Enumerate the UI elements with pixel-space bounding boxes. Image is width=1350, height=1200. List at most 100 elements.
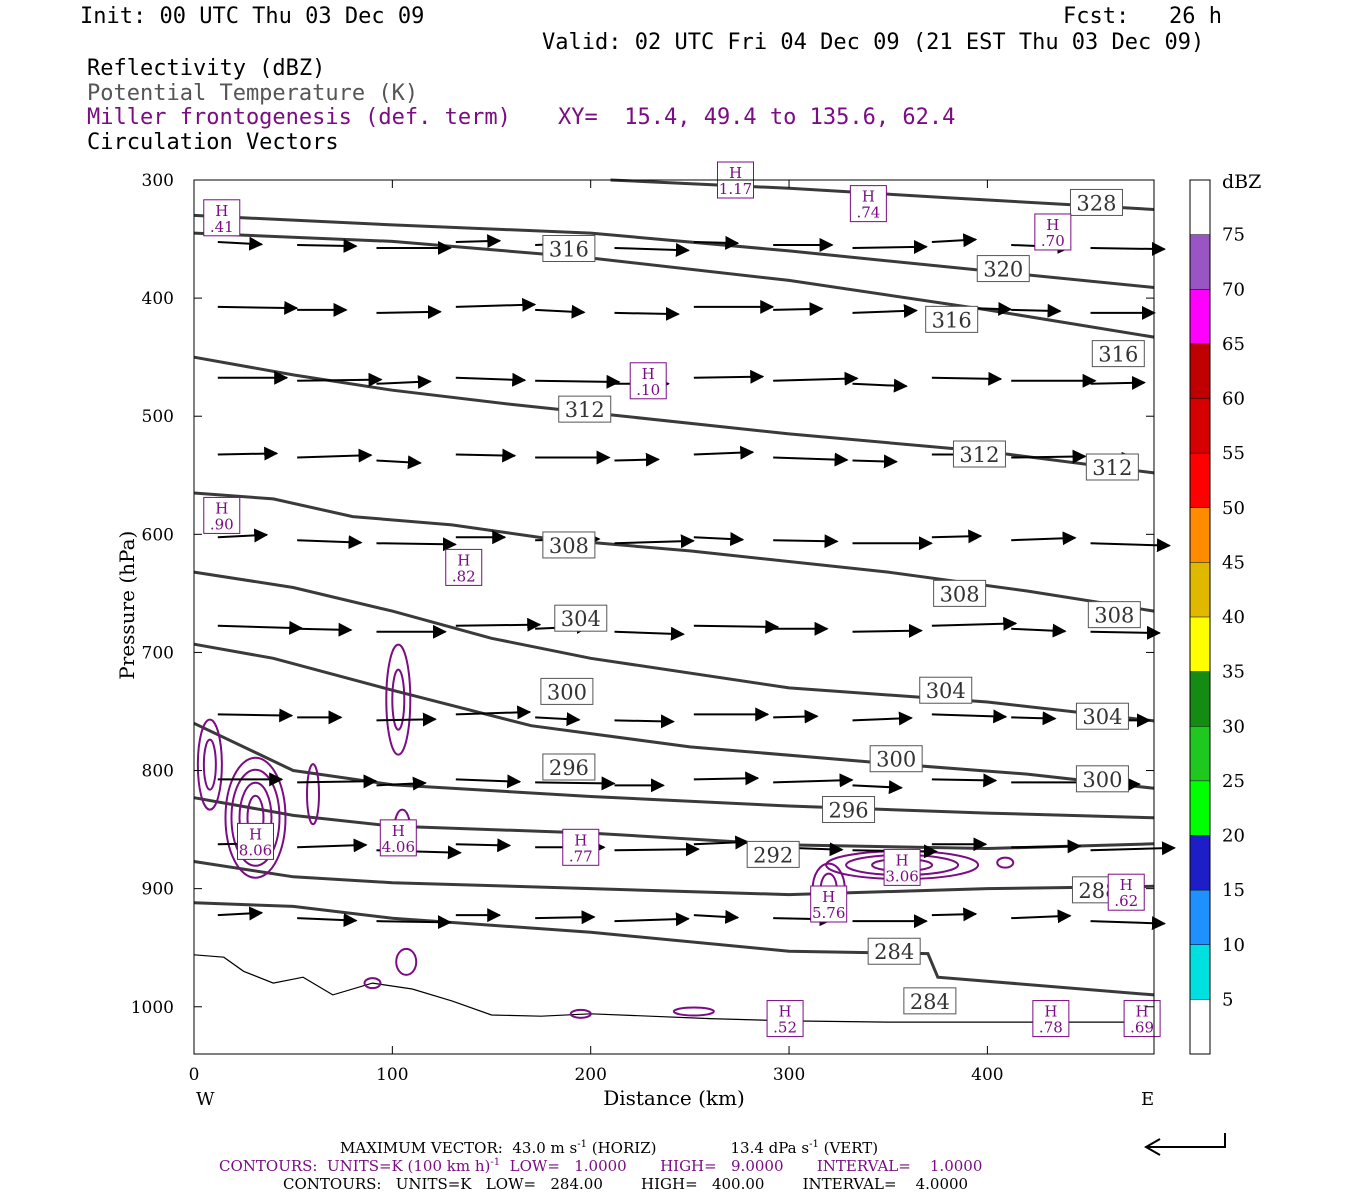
circulation-vector <box>1011 909 1072 924</box>
field-frontogenesis: Miller frontogenesis (def. term) <box>87 105 511 130</box>
east-label: E <box>1141 1089 1154 1110</box>
maximum-box <box>236 822 274 860</box>
max-vector-line: MAXIMUM VECTOR: 43.0 m s-1 (HORIZ) 13.4 d… <box>340 1139 879 1157</box>
circulation-vector <box>455 297 537 312</box>
init-time: Init: 00 UTC Thu 03 Dec 09 <box>80 4 425 29</box>
isentrope-292 <box>193 796 1155 851</box>
forecast-hour: Fcst: 26 h <box>1063 4 1222 29</box>
y-tick-label: 800 <box>142 762 174 782</box>
circulation-vector <box>931 773 998 788</box>
isentrope-label-box <box>1091 340 1145 368</box>
isentrope-label-text: 296 <box>828 799 868 823</box>
isentrope-label: 300 <box>1075 765 1129 793</box>
circulation-vector <box>1011 303 1062 318</box>
x-axis-label: Distance (km) <box>603 1086 745 1110</box>
isentrope-label-text: 296 <box>549 756 589 780</box>
circulation-vector <box>217 528 269 543</box>
y-tick-label: 600 <box>142 525 174 545</box>
circulation-vector <box>931 616 1018 631</box>
x-tick-label: 0 <box>189 1065 200 1085</box>
west-label: W <box>196 1089 215 1110</box>
circulation-vector <box>376 712 437 727</box>
isentrope-296 <box>193 721 1155 820</box>
maximum-label: H <box>457 551 470 569</box>
isentrope-label: 316 <box>1091 340 1145 368</box>
isentrope-label-text: 320 <box>983 258 1023 282</box>
maximum-box <box>1034 213 1072 251</box>
theta-contours-line: CONTOURS: UNITS=K LOW= 284.00 HIGH= 400.… <box>283 1175 969 1193</box>
circulation-vector <box>693 771 760 786</box>
maximum-box <box>810 885 848 923</box>
maximum-value: .90 <box>210 515 234 533</box>
frontogenesis-maximum: H.82 <box>445 548 483 586</box>
isentrope-label-box <box>1069 188 1123 216</box>
maximum-label: H <box>215 499 228 517</box>
isentrope-label: 284 <box>903 987 957 1015</box>
maximum-label: H <box>779 1003 792 1021</box>
colorbar-tick-label: 15 <box>1222 880 1245 901</box>
fronto-contours-line: CONTOURS: UNITS=K (100 km h)-1 LOW= 1.00… <box>219 1157 983 1175</box>
isentrope-label: 304 <box>554 604 608 632</box>
maximum-value: .70 <box>1041 232 1065 250</box>
colorbar-tick-label: 60 <box>1222 389 1245 410</box>
isentrope-label: 308 <box>542 531 596 559</box>
maximum-value: .10 <box>636 381 660 399</box>
colorbar-tick-label: 70 <box>1222 279 1245 300</box>
isentrope-label-box <box>1087 601 1141 629</box>
frontogenesis-maximum: H.78 <box>1032 1000 1070 1038</box>
circulation-vector <box>1011 531 1077 546</box>
circulation-vector <box>614 534 695 549</box>
maximum-value: 3.06 <box>885 867 918 885</box>
maximum-value: 8.06 <box>239 841 272 859</box>
circulation-vector <box>614 714 675 729</box>
circulation-vector <box>376 915 452 930</box>
maximum-box <box>203 496 241 534</box>
maximum-value: 5.76 <box>812 904 845 922</box>
circulation-vector <box>1011 449 1087 464</box>
x-tick-label: 200 <box>574 1065 606 1085</box>
isentrope-label-text: 316 <box>932 308 972 332</box>
maximum-label: H <box>896 851 909 869</box>
colorbar-segment <box>1190 999 1210 1054</box>
colorbar-tick-label: 25 <box>1222 771 1245 792</box>
isentrope-label-box <box>976 255 1030 283</box>
circulation-vector <box>614 452 660 467</box>
circulation-vector <box>852 239 928 254</box>
frontogenesis-maximum: H8.06 <box>236 822 274 860</box>
maximum-label: H <box>729 164 742 182</box>
circulation-vector <box>773 452 849 467</box>
circulation-vector <box>1011 711 1057 726</box>
circulation-vector <box>297 913 358 928</box>
circulation-vector <box>217 300 299 315</box>
field-circulation-vectors: Circulation Vectors <box>87 130 339 155</box>
circulation-vector <box>773 534 839 549</box>
y-tick-label: 700 <box>142 643 174 663</box>
circulation-vector <box>1011 839 1082 854</box>
x-tick-label: 100 <box>376 1065 408 1085</box>
y-tick-label: 300 <box>142 171 174 191</box>
maximum-box <box>883 848 921 886</box>
isentrope-label: 296 <box>542 753 596 781</box>
isentrope-label-box <box>542 753 596 781</box>
circulation-vector <box>852 711 913 726</box>
isentrope-label-text: 308 <box>1094 604 1134 628</box>
maximum-label: H <box>1046 216 1059 234</box>
isentrope-label-text: 304 <box>926 679 966 703</box>
maximum-label: H <box>642 365 655 383</box>
isentrope-label-text: 328 <box>1076 191 1116 215</box>
maximum-box <box>849 185 887 223</box>
maximum-label: H <box>215 202 228 220</box>
circulation-vector <box>297 774 378 789</box>
frontogenesis-contour <box>672 1006 715 1017</box>
frontogenesis-contour <box>306 763 321 826</box>
x-tick-label: 300 <box>773 1065 805 1085</box>
maximum-box <box>445 548 483 586</box>
frontogenesis-maximum: H.62 <box>1107 873 1145 911</box>
circulation-vector <box>217 708 294 723</box>
circulation-vector <box>376 537 457 552</box>
circulation-vector <box>1090 841 1176 856</box>
field-potential-temperature: Potential Temperature (K) <box>87 81 419 106</box>
colorbar-segment <box>1190 726 1210 781</box>
circulation-vector <box>376 374 432 389</box>
isentrope-label-box <box>925 305 979 333</box>
